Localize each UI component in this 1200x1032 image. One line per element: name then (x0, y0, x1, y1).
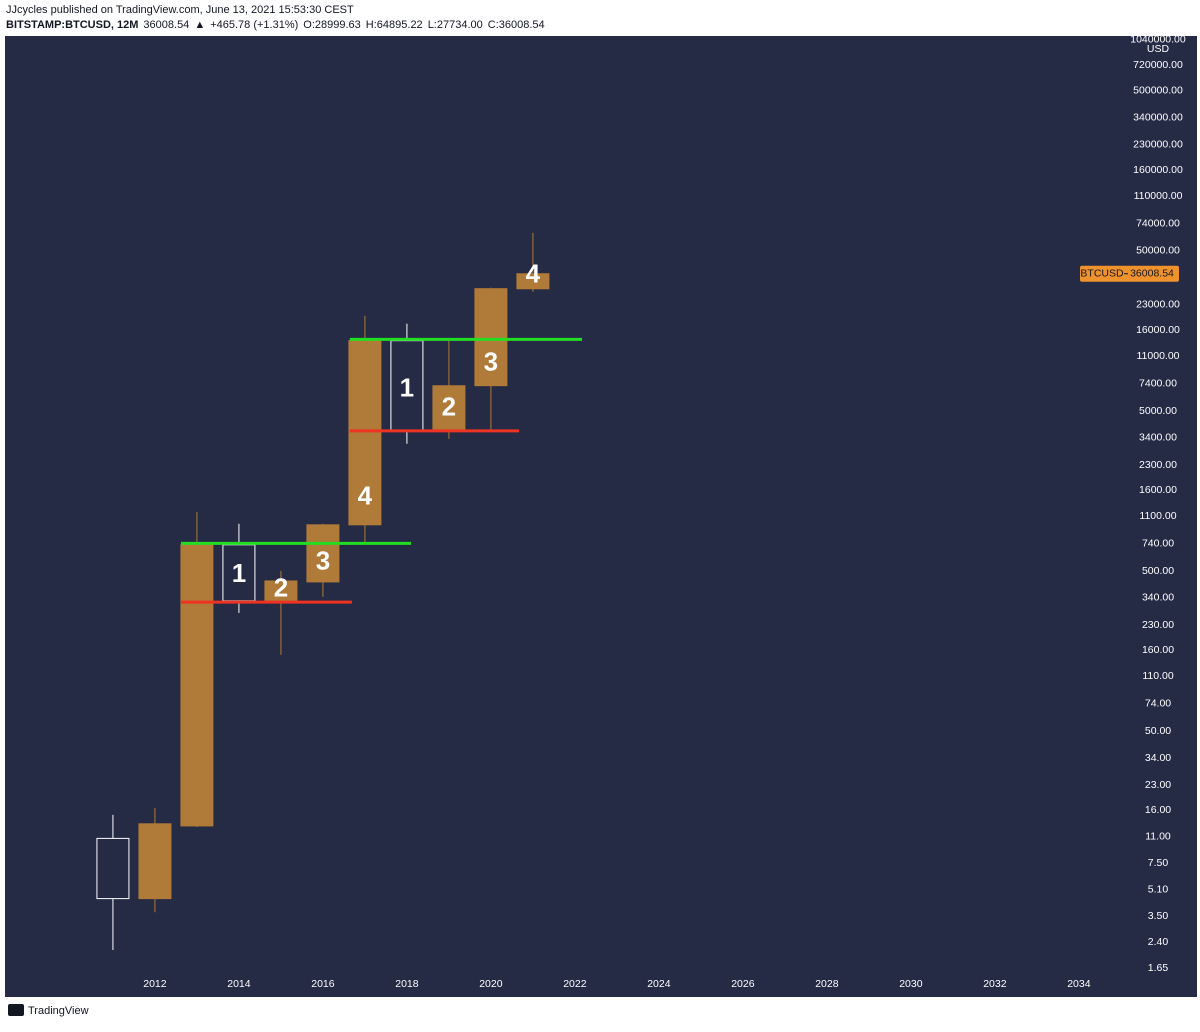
x-tick-label: 2028 (815, 978, 839, 990)
y-tick-label: 34.00 (1145, 752, 1171, 764)
y-tick-label: 160000.00 (1133, 164, 1183, 176)
header-text: O: (303, 19, 315, 31)
y-tick-label: 500000.00 (1133, 85, 1183, 97)
y-tick-label: 23.00 (1145, 779, 1171, 791)
x-tick-label: 2030 (899, 978, 923, 990)
y-tick-label: 50000.00 (1136, 245, 1180, 257)
y-tick-label: 16.00 (1145, 804, 1171, 816)
y-unit: USD (1147, 43, 1170, 55)
header-text: 27734.00 (437, 19, 483, 31)
header-text: 28999.63 (315, 19, 361, 31)
y-tick-label: 110.00 (1142, 670, 1173, 682)
y-tick-label: 340.00 (1142, 592, 1174, 604)
x-tick-label: 2020 (479, 978, 503, 990)
y-tick-label: 3400.00 (1139, 432, 1177, 444)
x-tick-label: 2018 (395, 978, 419, 990)
header-text: ▲ (194, 19, 205, 31)
x-tick-label: 2034 (1067, 978, 1091, 990)
y-tick-label: 7400.00 (1139, 378, 1177, 390)
y-tick-label: 230.00 (1142, 619, 1174, 631)
y-tick-label: 500.00 (1142, 565, 1174, 577)
plot-background (5, 36, 1197, 997)
y-tick-label: 1100.00 (1139, 510, 1176, 522)
y-tick-label: 1.65 (1148, 962, 1169, 974)
y-tick-label: 2300.00 (1139, 459, 1177, 471)
y-tick-label: 74.00 (1145, 698, 1171, 710)
header-text: C: (488, 19, 499, 31)
price-tag (1080, 265, 1179, 282)
annotation: 3 (316, 546, 330, 576)
y-tick-label: 3.50 (1148, 910, 1169, 922)
x-tick-label: 2016 (311, 978, 335, 990)
x-tick-label: 2012 (143, 978, 167, 990)
header-text: 36008.54 (499, 19, 545, 31)
candle-body (138, 823, 172, 900)
header-line: JJcycles published on TradingView.com, J… (6, 4, 354, 16)
annotation: 1 (232, 558, 246, 588)
y-tick-label: 1600.00 (1139, 484, 1177, 496)
x-tick-label: 2024 (647, 978, 671, 990)
logo-icon (8, 1004, 24, 1016)
y-tick-label: 340000.00 (1133, 111, 1183, 123)
x-tick-label: 2026 (731, 978, 755, 990)
candle-body (390, 340, 424, 432)
y-tick-label: 74000.00 (1136, 217, 1180, 229)
header-text: 36008.54 (143, 19, 189, 31)
x-tick-label: 2022 (563, 978, 587, 990)
y-tick-label: 5.10 (1148, 884, 1169, 896)
x-tick-label: 2014 (227, 978, 251, 990)
y-tick-label: 160.00 (1142, 644, 1174, 656)
y-tick-label: 5000.00 (1139, 405, 1177, 417)
annotation: 2 (274, 573, 288, 603)
annotation: 1 (400, 373, 414, 403)
y-tick-label: 11000.00 (1136, 350, 1179, 362)
candle-body (348, 340, 382, 526)
x-tick-label: 2032 (983, 978, 1007, 990)
y-tick-label: 7.50 (1148, 857, 1169, 869)
candle-body (474, 288, 508, 387)
y-tick-label: 50.00 (1145, 725, 1171, 737)
price-tag-name: BTCUSD (1080, 268, 1124, 280)
y-tick-label: 23000.00 (1136, 299, 1180, 311)
y-tick-label: 110000.00 (1134, 190, 1183, 202)
y-tick-label: 16000.00 (1136, 324, 1180, 336)
y-tick-label: 1040000.00 (1130, 34, 1186, 46)
header-text: +465.78 (+1.31%) (210, 19, 298, 31)
y-tick-label: 230000.00 (1133, 139, 1183, 151)
header-text: BITSTAMP:BTCUSD, 12M (6, 19, 138, 31)
header-text: H: (366, 19, 377, 31)
candle-body (96, 837, 130, 900)
candle-body (306, 524, 340, 583)
header-text: 64895.22 (377, 19, 423, 31)
candle-body (516, 273, 550, 290)
footer-brand: TradingView (28, 1005, 89, 1017)
annotation: 2 (442, 392, 456, 422)
candle-body (180, 544, 214, 827)
candle-body (432, 385, 466, 432)
annotation: 4 (358, 481, 373, 511)
y-tick-label: 2.40 (1148, 936, 1169, 948)
annotation: 4 (526, 259, 541, 289)
y-tick-label: 720000.00 (1133, 59, 1183, 71)
price-tag-value: 36008.54 (1130, 268, 1174, 280)
y-tick-label: 740.00 (1142, 538, 1174, 550)
y-tick-label: 11.00 (1145, 830, 1171, 842)
annotation: 3 (484, 347, 498, 377)
header-text: L: (428, 19, 437, 31)
